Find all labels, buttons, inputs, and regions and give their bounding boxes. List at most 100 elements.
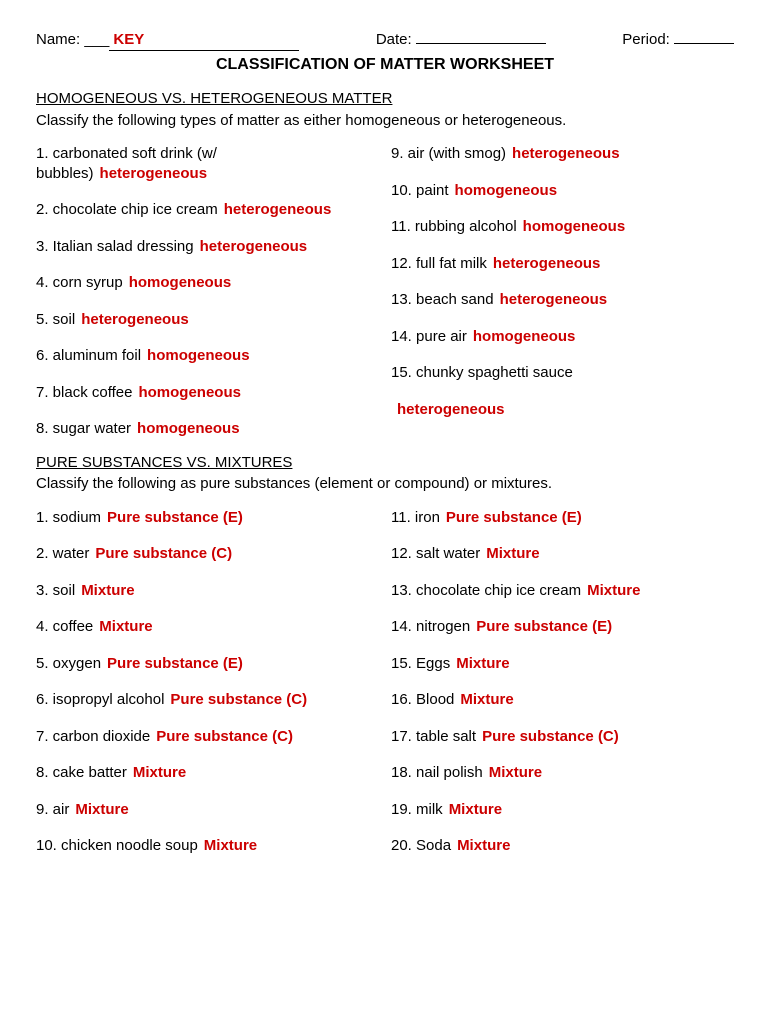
- answer-text: heterogeneous: [500, 291, 608, 308]
- section1-right-col: 9. air (with smog) heterogeneous 10. pain…: [391, 144, 734, 439]
- question-text: 18. nail polish: [391, 764, 483, 781]
- answer-text: heterogeneous: [397, 401, 505, 418]
- date-label: Date:: [376, 30, 412, 50]
- question-text: 10. paint: [391, 182, 449, 199]
- answer-text: heterogeneous: [200, 238, 308, 255]
- answer-text: heterogeneous: [81, 311, 189, 328]
- question-text: 5. soil: [36, 311, 75, 328]
- answer-text: homogeneous: [523, 218, 626, 235]
- question-text: 7. black coffee: [36, 384, 132, 401]
- section2-heading: PURE SUBSTANCES VS. MIXTURES: [36, 453, 734, 473]
- list-item: 15. EggsMixture: [391, 654, 734, 674]
- period-field: Period:: [622, 30, 734, 50]
- list-item: 1. carbonated soft drink (w/ bubbles)het…: [36, 144, 379, 183]
- list-item: 14. pure airhomogeneous: [391, 327, 734, 347]
- date-field: Date:: [376, 30, 546, 50]
- list-item: 1. sodiumPure substance (E): [36, 508, 379, 528]
- answer-text: heterogeneous: [512, 145, 620, 162]
- answer-text: Pure substance (E): [476, 618, 612, 635]
- question-text: 9. air (with smog): [391, 145, 506, 162]
- answer-text: Pure substance (E): [107, 655, 243, 672]
- question-text: 4. corn syrup: [36, 274, 123, 291]
- question-text: 11. rubbing alcohol: [391, 218, 517, 235]
- list-item: 3. Italian salad dressing heterogeneous: [36, 237, 379, 257]
- section2-left-col: 1. sodiumPure substance (E) 2. waterPure…: [36, 508, 379, 856]
- list-item: 5. oxygenPure substance (E): [36, 654, 379, 674]
- list-item: 14. nitrogenPure substance (E): [391, 617, 734, 637]
- section1-heading: HOMOGENEOUS VS. HETEROGENEOUS MATTER: [36, 89, 734, 109]
- list-item: 6. aluminum foilhomogeneous: [36, 346, 379, 366]
- answer-text: heterogeneous: [100, 165, 208, 182]
- question-text: 15. chunky spaghetti sauce: [391, 364, 573, 381]
- question-text: 7. carbon dioxide: [36, 728, 150, 745]
- answer-text: Mixture: [457, 837, 510, 854]
- list-item: 3. soilMixture: [36, 581, 379, 601]
- name-field: Name: ___ KEY: [36, 30, 299, 51]
- list-item: 13. beach sandheterogeneous: [391, 290, 734, 310]
- question-text: 10. chicken noodle soup: [36, 837, 198, 854]
- list-item: 5. soil heterogeneous: [36, 310, 379, 330]
- list-item: 6. isopropyl alcoholPure substance (C): [36, 690, 379, 710]
- list-item: 2. chocolate chip ice cream heterogeneous: [36, 200, 379, 220]
- list-item: 15. chunky spaghetti sauce: [391, 363, 734, 383]
- section1-columns: 1. carbonated soft drink (w/ bubbles)het…: [36, 144, 734, 439]
- question-text: 4. coffee: [36, 618, 93, 635]
- answer-text: heterogeneous: [224, 201, 332, 218]
- answer-text: homogeneous: [129, 274, 232, 291]
- list-item: 4. coffee Mixture: [36, 617, 379, 637]
- name-label: Name:: [36, 30, 80, 50]
- section1-left-col: 1. carbonated soft drink (w/ bubbles)het…: [36, 144, 379, 439]
- list-item: 17. table saltPure substance (C): [391, 727, 734, 747]
- answer-text: Mixture: [204, 837, 257, 854]
- list-item: 16. BloodMixture: [391, 690, 734, 710]
- period-value: [674, 43, 734, 44]
- question-text: 11. iron: [391, 509, 440, 526]
- list-item: 12. salt water Mixture: [391, 544, 734, 564]
- question-text: 3. Italian salad dressing: [36, 238, 194, 255]
- list-item: 18. nail polish Mixture: [391, 763, 734, 783]
- list-item: 10. paint homogeneous: [391, 181, 734, 201]
- date-value: [416, 43, 546, 44]
- answer-text: Mixture: [489, 764, 542, 781]
- answer-text: homogeneous: [473, 328, 576, 345]
- period-label: Period:: [622, 30, 670, 50]
- answer-text: Mixture: [449, 801, 502, 818]
- list-item: heterogeneous: [391, 400, 734, 420]
- question-text: 9. air: [36, 801, 69, 818]
- answer-text: Pure substance (C): [482, 728, 619, 745]
- answer-text: Mixture: [99, 618, 152, 635]
- list-item: 13. chocolate chip ice creamMixture: [391, 581, 734, 601]
- section2-instructions: Classify the following as pure substance…: [36, 474, 734, 494]
- question-text: 12. salt water: [391, 545, 480, 562]
- question-text: 20. Soda: [391, 837, 451, 854]
- list-item: 8. sugar water homogeneous: [36, 419, 379, 439]
- section1-instructions: Classify the following types of matter a…: [36, 111, 734, 131]
- list-item: 8. cake batterMixture: [36, 763, 379, 783]
- answer-text: Pure substance (C): [156, 728, 293, 745]
- answer-text: Mixture: [460, 691, 513, 708]
- question-text: 6. aluminum foil: [36, 347, 141, 364]
- answer-text: homogeneous: [137, 420, 240, 437]
- question-text: 8. cake batter: [36, 764, 127, 781]
- answer-text: Pure substance (C): [170, 691, 307, 708]
- list-item: 2. waterPure substance (C): [36, 544, 379, 564]
- question-text: 3. soil: [36, 582, 75, 599]
- list-item: 11. ironPure substance (E): [391, 508, 734, 528]
- list-item: 4. corn syrup homogeneous: [36, 273, 379, 293]
- question-text: 2. chocolate chip ice cream: [36, 201, 218, 218]
- question-text: 19. milk: [391, 801, 443, 818]
- answer-text: Mixture: [486, 545, 539, 562]
- question-text: 2. water: [36, 545, 89, 562]
- question-text: 8. sugar water: [36, 420, 131, 437]
- list-item: 9. air Mixture: [36, 800, 379, 820]
- answer-text: homogeneous: [455, 182, 558, 199]
- list-item: 20. Soda Mixture: [391, 836, 734, 856]
- list-item: 7. black coffee homogeneous: [36, 383, 379, 403]
- section2-columns: 1. sodiumPure substance (E) 2. waterPure…: [36, 508, 734, 856]
- list-item: 12. full fat milkheterogeneous: [391, 254, 734, 274]
- answer-text: Mixture: [75, 801, 128, 818]
- answer-text: homogeneous: [138, 384, 241, 401]
- question-text: 15. Eggs: [391, 655, 450, 672]
- list-item: 19. milk Mixture: [391, 800, 734, 820]
- question-text: 12. full fat milk: [391, 255, 487, 272]
